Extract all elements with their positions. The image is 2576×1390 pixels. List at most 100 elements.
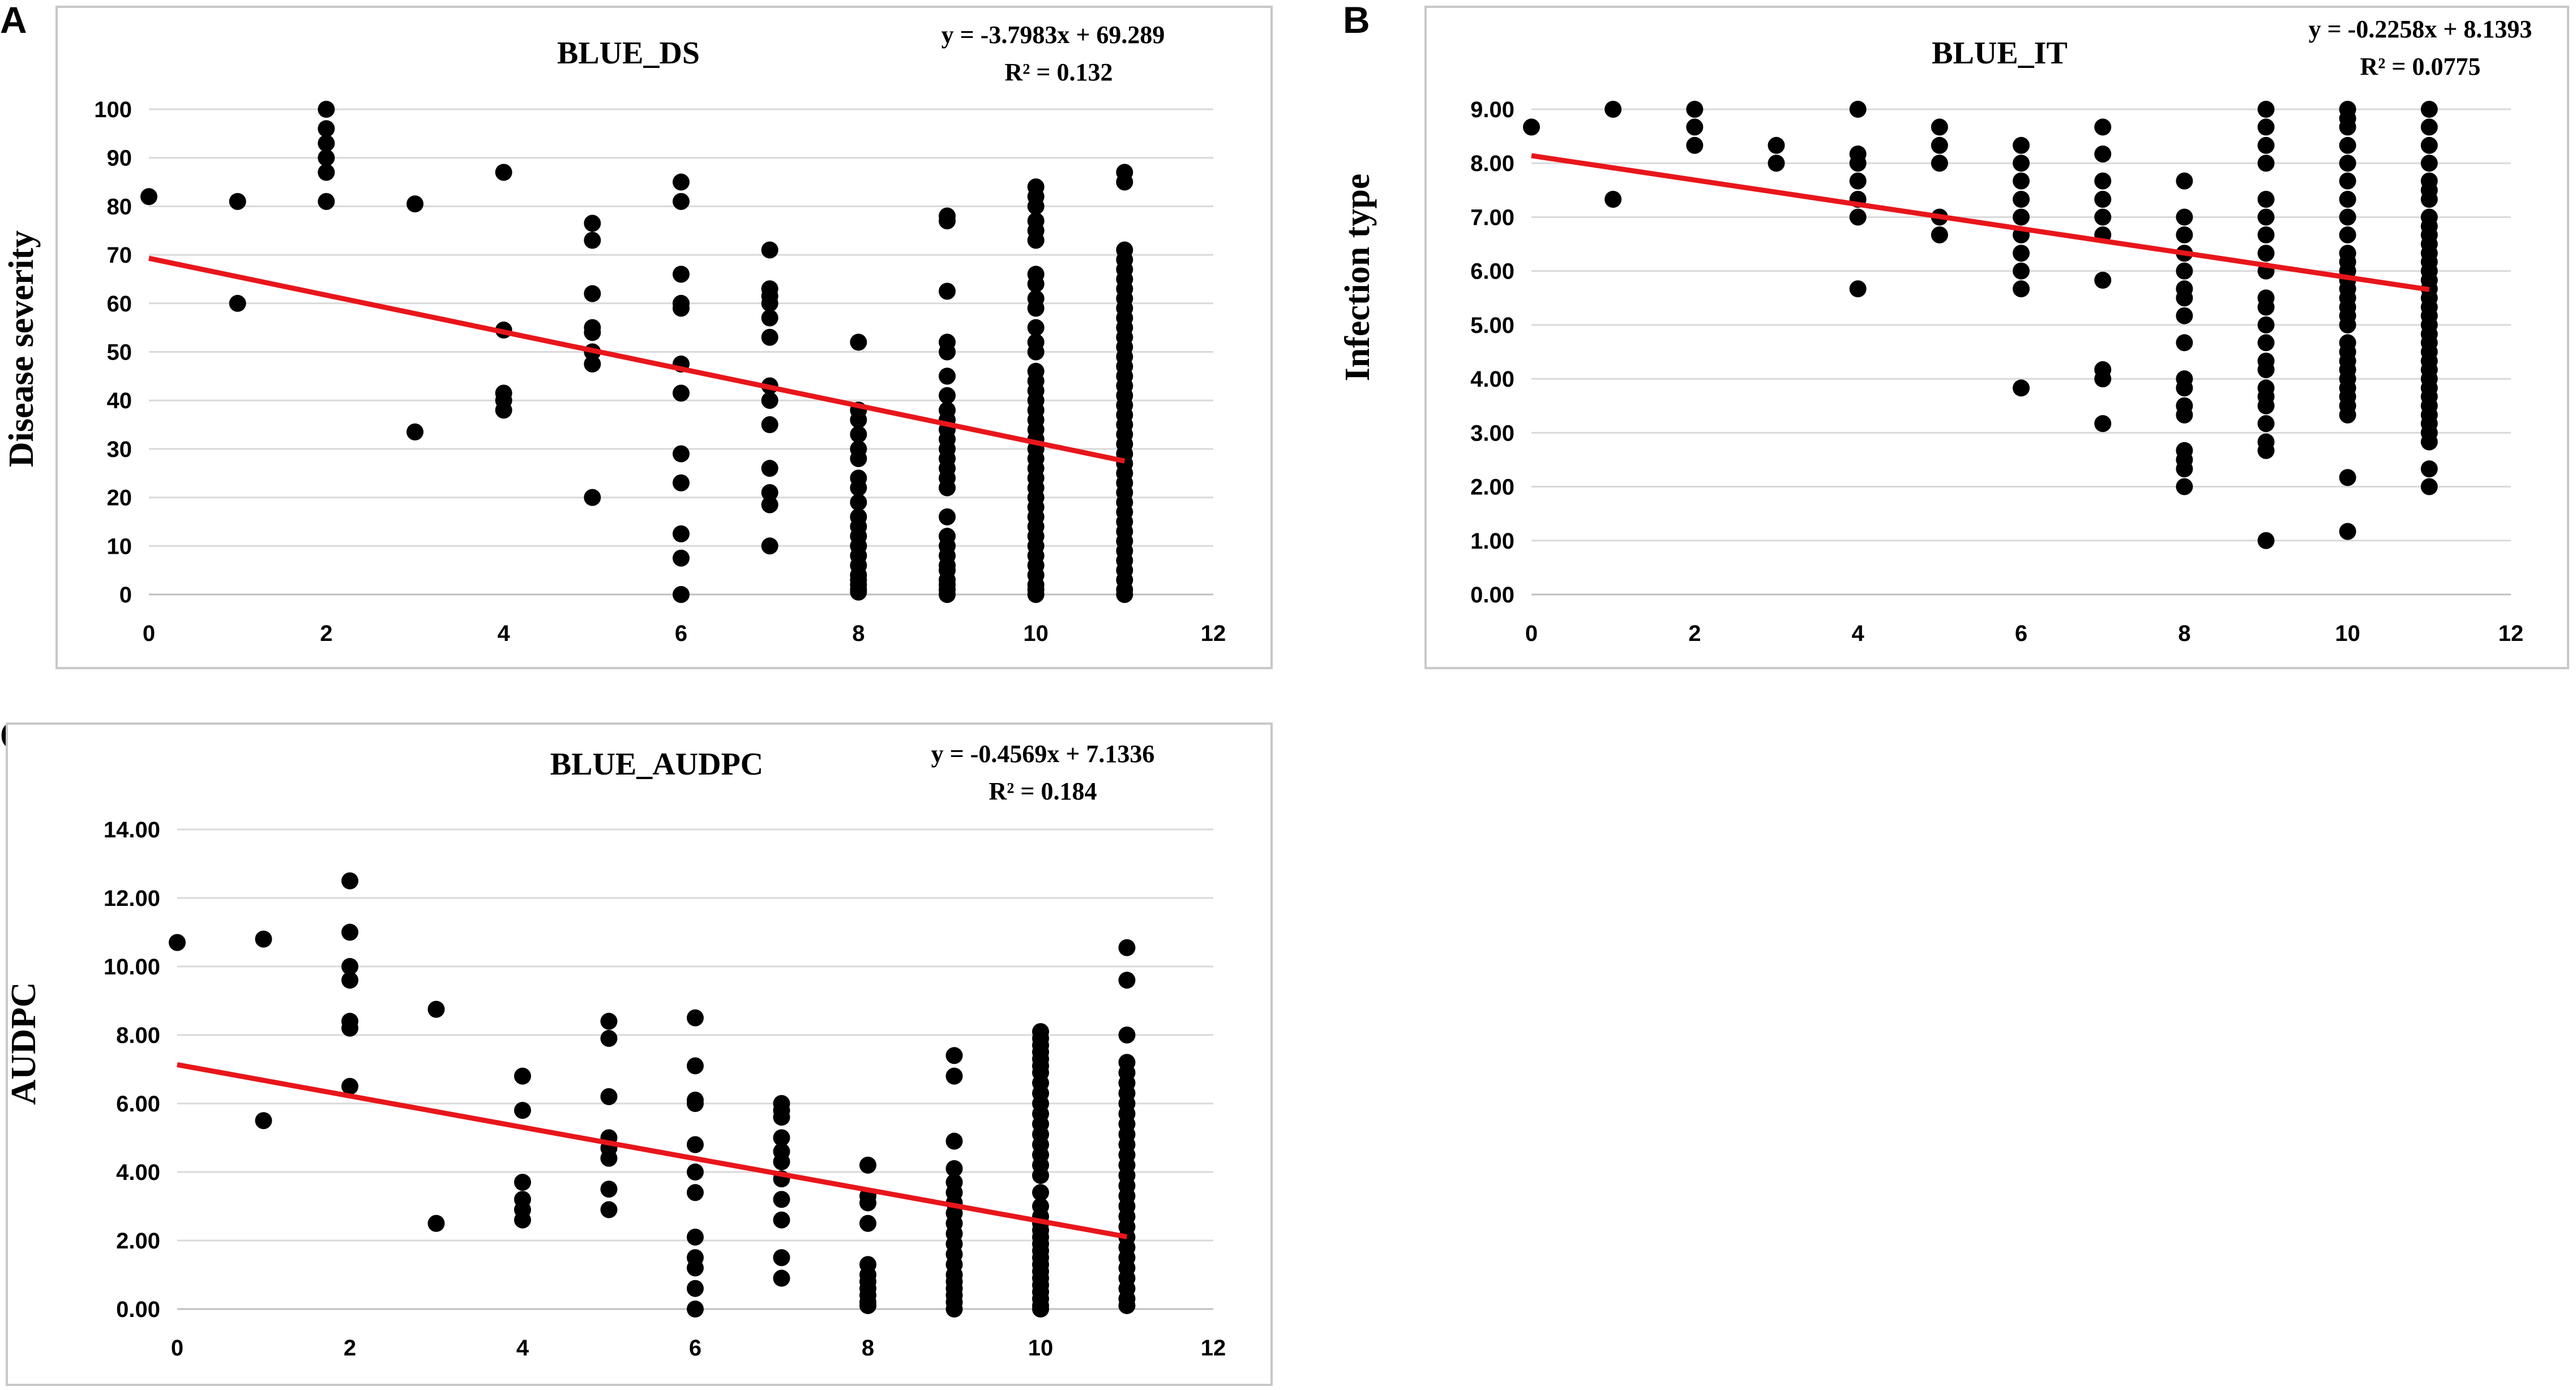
data-point-b [2420,433,2438,451]
data-point-b [2257,136,2275,154]
data-point-b [2013,208,2030,226]
y-tick-label-b: 6.00 [1470,259,1514,284]
y-tick-label-a: 80 [107,194,132,219]
data-point-c [169,934,186,951]
data-point-c [514,1174,531,1191]
y-tick-label-a: 60 [107,292,132,317]
data-point-b [2094,208,2112,226]
data-point-c [687,1228,704,1246]
data-point-a [584,232,601,249]
trend-equation-c: y = -0.4569x + 7.1336 [931,740,1155,768]
data-point-a [673,549,690,567]
data-point-c [341,958,358,975]
r-squared-b: R² = 0.0775 [2360,53,2480,80]
data-point-b [2257,532,2275,549]
trendline-b [1531,153,2430,292]
data-point-c [1118,972,1136,989]
r-squared-c: R² = 0.184 [989,777,1097,805]
x-tick-label-a: 6 [675,621,687,646]
data-point-c [687,1136,704,1153]
data-point-c [945,1047,963,1064]
data-point-b [2013,172,2030,190]
data-point-a [318,193,335,210]
y-tick-label-c: 8.00 [116,1023,160,1048]
data-point-b [2257,442,2275,459]
data-point-b [2094,370,2112,388]
data-point-c [600,1149,618,1167]
data-point-c [687,1009,704,1027]
data-point-c [427,1000,445,1018]
data-point-a [673,173,690,191]
data-point-b [2257,208,2275,226]
chart-frame-b [1424,6,2569,669]
data-point-a [673,586,690,603]
data-point-c [687,1095,704,1112]
y-tick-label-a: 20 [107,486,132,511]
data-point-b [2339,406,2356,424]
x-tick-label-b: 8 [2178,621,2190,646]
y-tick-label-a: 50 [107,340,132,365]
x-tick-label-c: 10 [1028,1336,1054,1361]
data-point-b [2257,298,2275,316]
data-point-a [495,164,512,181]
data-point-a [584,324,601,341]
y-tick-label-a: 0 [119,583,132,608]
x-tick-label-a: 0 [143,621,155,646]
data-point-c [859,1214,876,1232]
data-point-c [514,1211,531,1229]
data-point-a [939,387,956,404]
data-point-a [939,508,956,525]
trendline-c [177,1062,1128,1239]
data-point-b [2094,271,2112,289]
x-tick-label-a: 4 [498,621,511,646]
y-tick-label-c: 12.00 [104,886,160,911]
data-point-c [773,1249,790,1267]
data-point-b [2176,334,2193,352]
y-tick-label-a: 90 [107,146,132,171]
data-point-a [673,445,690,463]
x-tick-label-c: 4 [516,1336,529,1361]
x-tick-label-c: 2 [344,1336,356,1361]
data-point-c [600,1201,618,1218]
data-point-a [939,212,956,230]
data-point-c [1032,1301,1049,1318]
data-point-a [761,392,778,409]
data-point-b [2176,208,2193,226]
data-point-c [945,1301,963,1318]
data-point-c [600,1030,618,1047]
data-point-b [1849,172,1867,190]
data-point-a [939,283,956,300]
data-point-a [229,193,246,210]
data-point-a [850,494,867,511]
data-point-c [687,1259,704,1277]
chart-title-a: BLUE_DS [557,36,700,71]
data-point-c [600,1088,618,1105]
data-point-b [1523,118,1540,136]
data-point-b [2013,155,2030,172]
y-tick-label-b: 5.00 [1470,313,1514,338]
x-tick-label-b: 4 [1852,621,1865,646]
y-tick-label-a: 70 [107,243,132,268]
data-point-b [2094,415,2112,433]
data-point-a [761,309,778,327]
data-point-b [2257,316,2275,333]
data-point-b [2094,146,2112,163]
data-point-b [1604,191,1622,208]
data-point-b [1686,101,1704,118]
y-tick-label-b: 3.00 [1470,421,1514,446]
data-point-a [318,149,335,166]
data-point-b [2257,361,2275,378]
x-tick-label-b: 10 [2335,621,2360,646]
data-point-c [945,1067,963,1085]
data-point-a [850,411,867,429]
data-point-b [2339,469,2356,486]
data-point-c [773,1153,790,1170]
data-point-c [859,1297,876,1314]
data-point-a [1027,586,1045,603]
data-point-a [850,333,867,351]
data-point-c [600,1181,618,1198]
data-point-b [2257,415,2275,433]
data-point-b [1849,155,1867,172]
data-point-a [761,460,778,477]
data-point-b [2094,118,2112,136]
